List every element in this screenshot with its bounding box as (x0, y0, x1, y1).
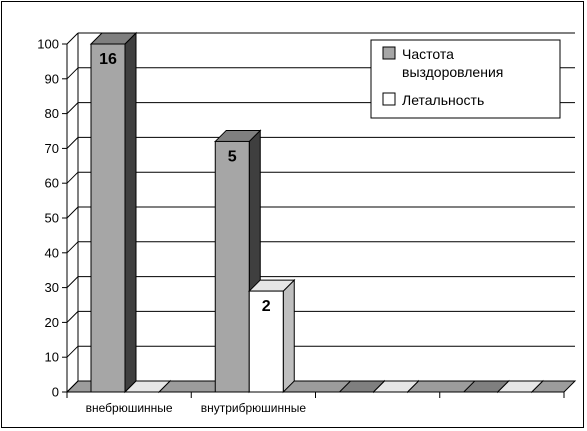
y-tick-label: 60 (45, 176, 59, 191)
y-tick-label: 20 (45, 315, 59, 330)
data-label: 16 (99, 51, 117, 68)
y-tick-label: 10 (45, 350, 59, 365)
bar (90, 43, 126, 393)
bar-side (282, 278, 295, 394)
gridline-depth (66, 137, 79, 149)
y-tick-label: 30 (45, 280, 59, 295)
gridline-depth (66, 67, 79, 80)
bar-side (124, 31, 137, 394)
y-tick-label: 0 (52, 385, 59, 400)
legend-swatch (382, 92, 396, 106)
gridline-depth (66, 311, 79, 323)
x-tick-label: внутрибрюшинные (201, 401, 307, 415)
gridline-depth (66, 32, 79, 45)
gridline-depth (66, 206, 79, 219)
data-label: 2 (262, 298, 271, 315)
legend-box (370, 39, 561, 119)
y-tick-label: 90 (45, 71, 59, 86)
gridline-depth (66, 345, 79, 358)
y-tick-label: 50 (45, 211, 59, 226)
x-tick-label: внебрюшинные (86, 401, 173, 415)
gridline-depth (66, 171, 79, 184)
y-tick-label: 40 (45, 245, 59, 260)
legend-swatch (382, 46, 396, 60)
data-label: 5 (228, 148, 237, 165)
y-tick-label: 100 (37, 37, 59, 52)
gridline-depth (66, 241, 79, 254)
gridline-depth (66, 276, 79, 288)
y-tick-label: 70 (45, 141, 59, 156)
bar (248, 290, 284, 393)
gridline-depth (66, 102, 79, 114)
legend-label: Летальность (402, 92, 484, 108)
gridline-depth (66, 380, 79, 393)
legend-label: Частота (402, 46, 454, 62)
bar (214, 140, 250, 393)
legend-label: выздоровления (402, 64, 503, 80)
y-tick-label: 80 (45, 106, 59, 121)
